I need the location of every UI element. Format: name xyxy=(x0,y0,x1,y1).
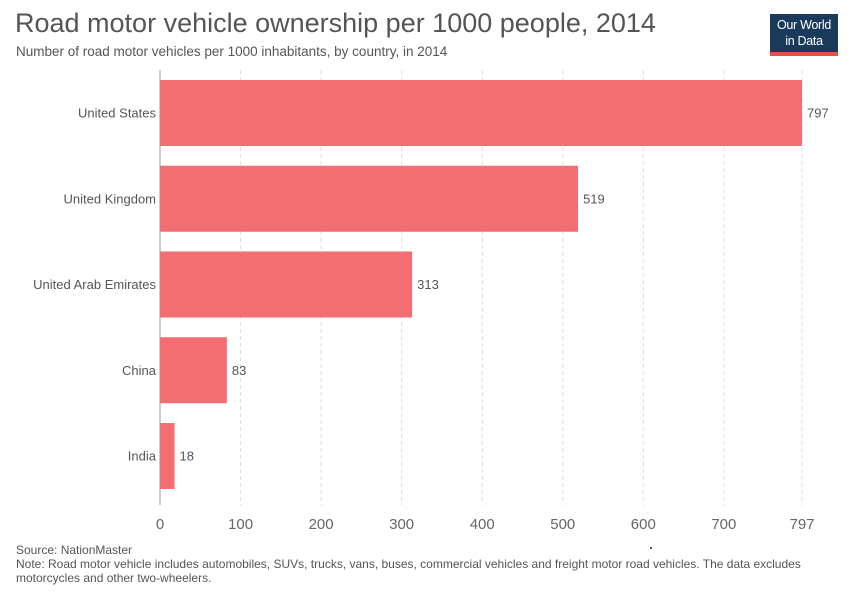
x-tick-label: 400 xyxy=(470,516,495,533)
x-tick-label: 600 xyxy=(631,516,656,533)
x-tick-label: 0 xyxy=(156,516,164,533)
labels: 0 100 200 300 400 500 600 700 797 United States 79… xyxy=(33,106,829,534)
value-label: 313 xyxy=(417,277,439,292)
x-tick-label: 200 xyxy=(309,516,334,533)
x-tick-label: 100 xyxy=(228,516,253,533)
source-text: Source: NationMaster xyxy=(16,543,133,557)
x-tick-label: 700 xyxy=(711,516,736,533)
value-label: 83 xyxy=(232,363,246,378)
bar xyxy=(160,165,579,232)
owid-logo[interactable]: Our World in Data xyxy=(770,14,838,56)
decorative-dot xyxy=(650,547,652,549)
note-text: Note: Road motor vehicle includes automo… xyxy=(16,557,801,585)
x-tick-label: 300 xyxy=(389,516,414,533)
value-label: 519 xyxy=(583,191,605,206)
logo-line-1: Our World xyxy=(776,18,832,32)
bar xyxy=(160,80,802,146)
chart-subtitle: Number of road motor vehicles per 1000 i… xyxy=(16,44,448,59)
bar xyxy=(160,423,175,489)
x-tick-label: 500 xyxy=(550,516,575,533)
value-label: 797 xyxy=(807,106,829,121)
x-tick-label: 797 xyxy=(789,516,814,533)
bar xyxy=(160,337,227,404)
value-label: 18 xyxy=(179,449,193,464)
category-label: United States xyxy=(78,106,157,121)
bar-chart: 0 100 200 300 400 500 600 700 797 United States 79… xyxy=(33,70,829,534)
category-label: India xyxy=(128,449,157,464)
logo-line-2: in Data xyxy=(785,34,823,48)
bar xyxy=(160,251,413,318)
chart-title: Road motor vehicle ownership per 1000 pe… xyxy=(15,8,656,38)
bars xyxy=(160,80,802,489)
category-label: China xyxy=(122,363,157,378)
category-label: United Arab Emirates xyxy=(33,277,156,292)
category-label: United Kingdom xyxy=(64,191,157,206)
chart-footer: Source: NationMaster Note: Road motor ve… xyxy=(16,543,806,585)
